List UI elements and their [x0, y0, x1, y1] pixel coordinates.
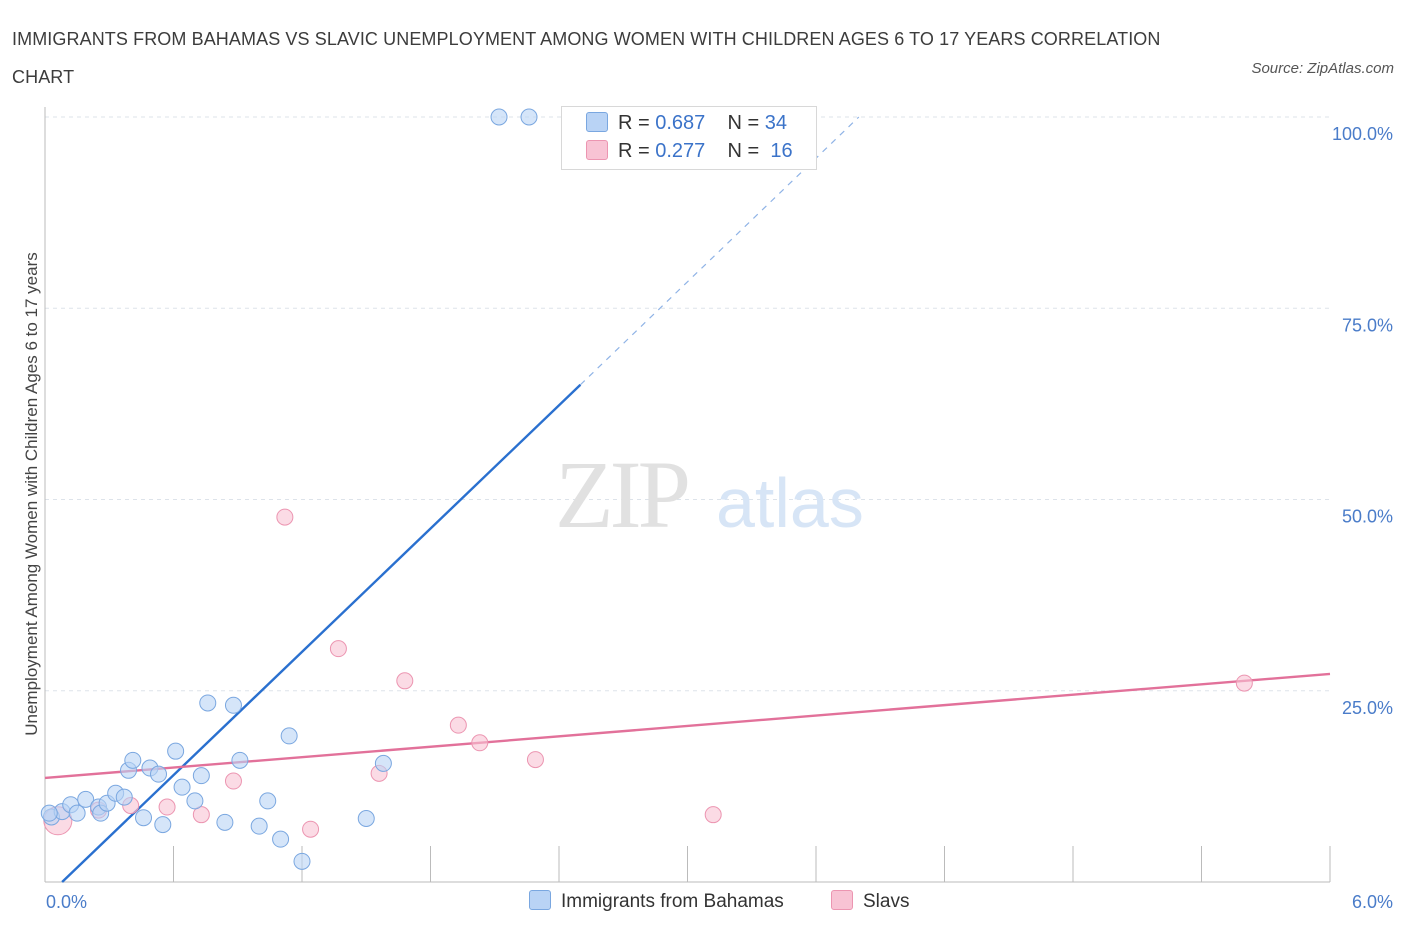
point-bahamas: [186, 792, 204, 810]
point-bahamas: [374, 754, 392, 772]
point-bahamas: [250, 817, 268, 835]
point-bahamas: [259, 792, 277, 810]
point-bahamas: [357, 810, 375, 828]
point-bahamas: [231, 751, 249, 769]
point-slavs: [1235, 674, 1253, 692]
legend-row-slavs: R = 0.277 N = 16: [586, 140, 793, 166]
point-slavs: [704, 806, 722, 824]
legend-n-label: N =: [727, 112, 760, 134]
point-bahamas: [293, 852, 311, 870]
legend-swatch-slavs: [586, 140, 608, 160]
series-slavs-points: [43, 508, 1253, 838]
y-tick-labels: 100.0% 75.0% 50.0% 25.0%: [1332, 124, 1393, 718]
legend-n-value-bahamas: 34: [764, 112, 788, 134]
point-bahamas: [40, 804, 58, 822]
point-bahamas: [199, 694, 217, 712]
point-slavs: [302, 820, 320, 838]
point-bahamas: [520, 108, 538, 126]
point-bahamas: [490, 108, 508, 126]
watermark-zip: ZIP: [555, 441, 688, 548]
x-tick-label-min: 0.0%: [46, 892, 87, 912]
point-slavs: [329, 640, 347, 658]
point-bahamas: [272, 830, 290, 848]
trend-line-slavs: [44, 672, 1331, 780]
point-slavs: [224, 772, 242, 790]
series-legend-swatch-slavs: [831, 890, 853, 910]
point-slavs: [158, 798, 176, 816]
y-tick-label-2: 50.0%: [1342, 507, 1393, 527]
point-bahamas: [167, 742, 185, 760]
point-bahamas: [192, 767, 210, 785]
point-slavs: [526, 751, 544, 769]
grid-lines: [45, 116, 1330, 692]
x-tick-label-max: 6.0%: [1352, 892, 1393, 912]
legend-r-value-bahamas: 0.687: [655, 112, 706, 134]
point-bahamas: [68, 804, 86, 822]
series-legend-swatch-bahamas: [529, 890, 551, 910]
trend-lines: [44, 116, 1331, 883]
series-legend-bahamas: Immigrants from Bahamas: [529, 890, 784, 913]
axes: [44, 107, 1331, 883]
point-slavs: [471, 734, 489, 752]
legend-swatch-bahamas: [586, 112, 608, 132]
watermark-atlas: atlas: [716, 464, 864, 542]
series-legend-slavs: Slavs: [831, 890, 909, 913]
legend-r-label: R =: [618, 140, 650, 162]
point-bahamas: [115, 788, 133, 806]
watermark: ZIP atlas: [555, 441, 864, 548]
point-slavs: [276, 508, 294, 526]
point-slavs: [449, 716, 467, 734]
trend-line-bahamas: [61, 383, 582, 883]
trend-line-bahamas-extension: [580, 116, 860, 386]
point-bahamas: [224, 696, 242, 714]
legend-r-value-slavs: 0.277: [655, 140, 706, 162]
y-tick-label-0: 100.0%: [1332, 124, 1393, 144]
point-slavs: [396, 672, 414, 690]
legend-n-label: N =: [727, 140, 760, 162]
x-tick-labels: 0.0% 6.0%: [46, 892, 1393, 912]
point-bahamas: [150, 765, 168, 783]
y-tick-label-3: 25.0%: [1342, 698, 1393, 718]
series-bahamas-points: [40, 108, 538, 870]
series-legend-label-bahamas: Immigrants from Bahamas: [561, 891, 784, 912]
point-bahamas: [135, 809, 153, 827]
correlation-legend: R = 0.687 N = 34 R = 0.277 N = 16: [561, 106, 817, 170]
point-bahamas: [216, 813, 234, 831]
chart-title: IMMIGRANTS FROM BAHAMAS VS SLAVIC UNEMPL…: [12, 29, 1161, 87]
point-bahamas: [280, 727, 298, 745]
point-bahamas: [124, 751, 142, 769]
point-slavs: [192, 806, 210, 824]
y-axis-label: Unemployment Among Women with Children A…: [22, 252, 41, 736]
legend-n-value-slavs: 16: [770, 140, 793, 162]
point-bahamas: [154, 816, 172, 834]
y-tick-label-1: 75.0%: [1342, 315, 1393, 335]
legend-row-bahamas: R = 0.687 N = 34: [586, 112, 787, 138]
source-label: Source: ZipAtlas.com: [1251, 60, 1394, 77]
legend-r-label: R =: [618, 112, 650, 134]
point-bahamas: [173, 778, 191, 796]
series-legend-label-slavs: Slavs: [863, 891, 910, 912]
point-bahamas: [77, 790, 95, 808]
